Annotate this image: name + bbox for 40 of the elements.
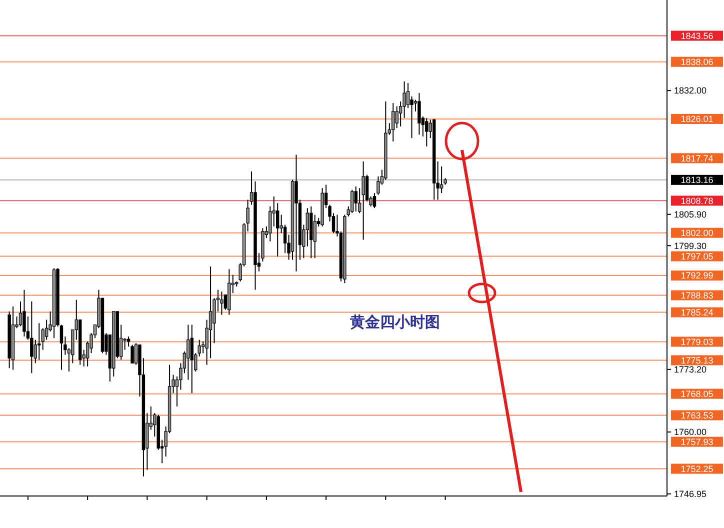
candlestick: [190, 324, 194, 394]
candlestick: [362, 160, 365, 240]
ref-line-label: 1838.06: [680, 56, 714, 67]
ref-line-label: 1792.99: [680, 270, 714, 281]
candlestick: [350, 189, 354, 214]
y-tick-label: 1832.00: [674, 86, 707, 96]
ref-line-label: 1763.53: [680, 410, 714, 420]
ref-line-label: 1768.05: [680, 388, 714, 399]
ref-line-label: 1757.93: [680, 436, 714, 447]
candlestick: [354, 186, 358, 212]
ref-line-label: 1826.01: [680, 114, 714, 124]
annotation: 黄金四小时图: [349, 313, 440, 331]
candlestick: [22, 289, 26, 337]
candlestick: [418, 92, 421, 136]
ref-line-label: 1785.24: [680, 307, 714, 318]
y-tick-label: 1773.20: [674, 364, 707, 375]
candlestick: [425, 118, 428, 147]
candlestick: [30, 300, 34, 374]
y-tick-label: 1746.95: [674, 489, 707, 500]
ref-line-label: 1843.56: [680, 30, 714, 41]
y-tick-label: 1760.00: [674, 427, 707, 438]
ref-line-label: 1802.00: [680, 228, 714, 238]
candlestick: [440, 166, 444, 194]
ref-line-label: 1788.83: [680, 290, 714, 300]
candlestick: [186, 324, 190, 380]
candlestick: [220, 291, 224, 316]
candlestick: [294, 154, 298, 272]
y-tick-label: 1799.30: [674, 240, 707, 251]
ref-line-label: 1779.03: [680, 336, 714, 347]
candlestick: [306, 208, 310, 247]
ref-line-label: 1808.78: [680, 196, 714, 206]
ref-line-label: 1775.13: [680, 355, 714, 366]
ref-line-label: 1817.74: [680, 153, 714, 164]
candlestick: [392, 102, 395, 142]
candlestick: [395, 106, 398, 129]
ref-line-label: 1752.25: [680, 464, 714, 474]
ref-line-label: 1813.16: [680, 175, 714, 186]
ref-line-label: 1797.05: [680, 251, 714, 262]
candlestick: [38, 322, 41, 360]
y-tick-label: 1805.90: [674, 209, 707, 220]
